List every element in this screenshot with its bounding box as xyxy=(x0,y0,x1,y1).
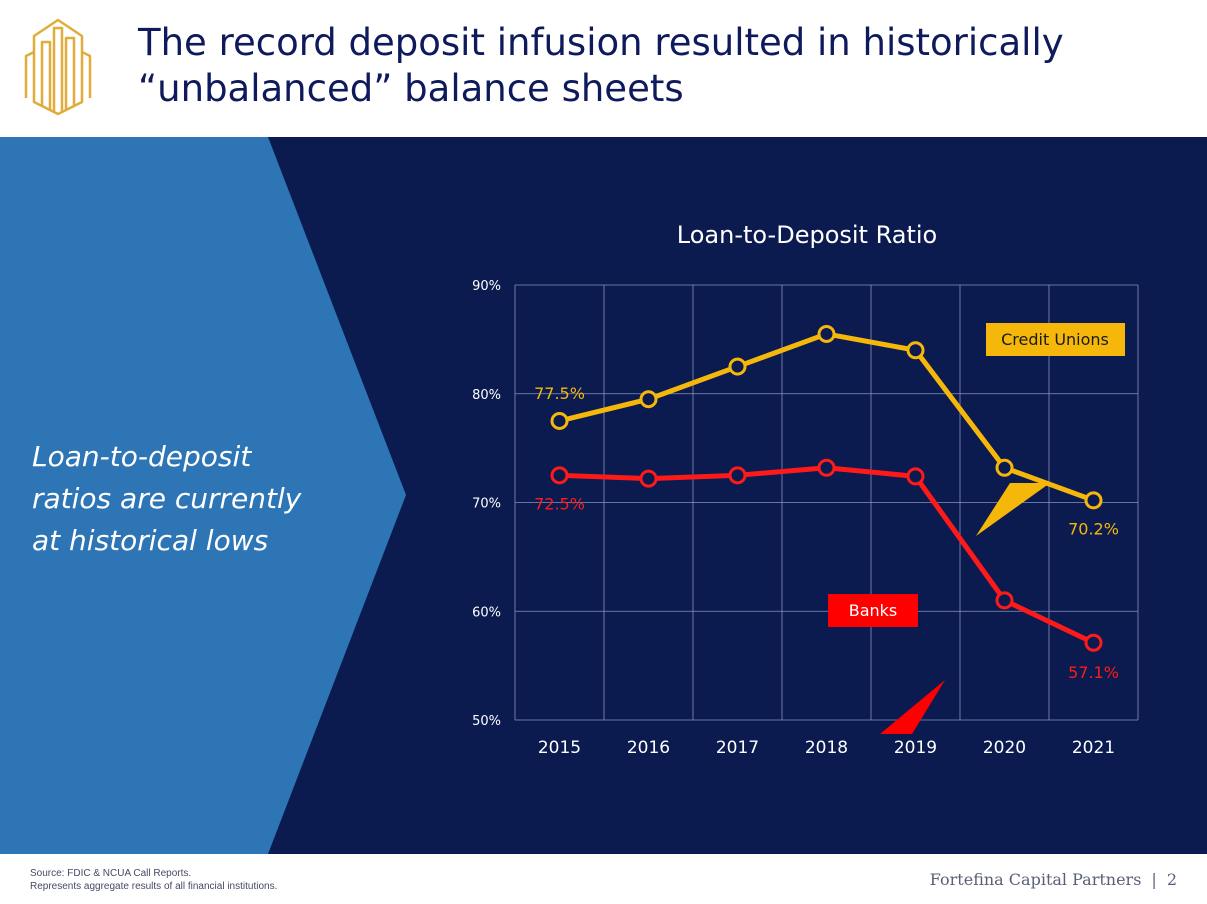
credit-unions-callout-label: Credit Unions xyxy=(1001,330,1109,349)
y-tick-label: 80% xyxy=(472,388,501,403)
banks-callout-pointer xyxy=(880,680,945,734)
data-label: 57.1% xyxy=(1068,663,1119,682)
source-note: Source: FDIC & NCUA Call Reports. Repres… xyxy=(30,867,277,893)
building-skyline-icon xyxy=(24,18,92,116)
callout-text: Loan-to-deposit ratios are currently at … xyxy=(32,436,362,562)
y-tick-label: 50% xyxy=(472,714,501,729)
data-point xyxy=(995,458,1014,477)
y-tick-label: 90% xyxy=(472,279,501,294)
data-point xyxy=(1084,633,1103,652)
series-callouts: Credit Unions Banks xyxy=(828,323,1125,734)
page-title: The record deposit infusion resulted in … xyxy=(138,20,1178,112)
x-tick-label: 2020 xyxy=(983,738,1026,758)
data-point xyxy=(906,341,925,360)
data-label: 77.5% xyxy=(534,384,585,403)
slide-header: The record deposit infusion resulted in … xyxy=(0,0,1207,137)
data-point xyxy=(728,466,747,485)
chart-title: Loan-to-Deposit Ratio xyxy=(677,221,937,249)
credit-unions-callout-pointer xyxy=(976,483,1050,536)
data-point xyxy=(728,357,747,376)
data-point xyxy=(1084,491,1103,510)
x-tick-label: 2016 xyxy=(627,738,670,758)
chart-series: 77.5% 70.2% 72.5% 57.1% xyxy=(534,324,1119,682)
callout-line-2: ratios are currently xyxy=(32,482,302,515)
data-point xyxy=(550,411,569,430)
x-tick-label: 2015 xyxy=(538,738,581,758)
chart-grid xyxy=(514,284,1139,721)
source-line-2: Represents aggregate results of all fina… xyxy=(30,881,278,892)
x-tick-label: 2019 xyxy=(894,738,937,758)
y-tick-label: 70% xyxy=(472,497,501,512)
x-tick-label: 2021 xyxy=(1072,738,1115,758)
data-point xyxy=(906,467,925,486)
title-line-2: “unbalanced” balance sheets xyxy=(138,67,684,110)
banks-callout-box xyxy=(828,594,918,627)
chart-axes: 50% 60% 70% 80% 90% 2015 2016 2017 2018 2019 2020 2… xyxy=(472,279,1115,758)
data-point xyxy=(817,324,836,343)
data-label: 70.2% xyxy=(1068,519,1119,538)
loan-to-deposit-chart: Loan-to-Deposit Ratio 50% 60% 70% 80% 90% 201… xyxy=(472,221,1139,758)
page-number: 2 xyxy=(1166,870,1177,889)
brand-name: Fortefina Capital Partners xyxy=(929,870,1142,889)
data-point xyxy=(639,390,658,409)
data-label: 72.5% xyxy=(534,494,585,513)
callout-line-3: at historical lows xyxy=(32,524,269,557)
credit-unions-callout-box xyxy=(986,323,1125,356)
title-line-1: The record deposit infusion resulted in … xyxy=(138,21,1064,64)
data-point xyxy=(550,466,569,485)
data-point xyxy=(817,458,836,477)
data-point xyxy=(639,469,658,488)
content-band: Loan-to-deposit ratios are currently at … xyxy=(0,137,1207,854)
source-line-1: Source: FDIC & NCUA Call Reports. xyxy=(30,868,192,879)
data-point xyxy=(995,591,1014,610)
slide-footer: Source: FDIC & NCUA Call Reports. Repres… xyxy=(0,854,1207,904)
x-tick-label: 2018 xyxy=(805,738,848,758)
y-tick-label: 60% xyxy=(472,605,501,620)
banks-callout-label: Banks xyxy=(849,601,898,620)
blue-chevron-panel xyxy=(0,137,406,854)
footer-separator: | xyxy=(1151,870,1157,889)
x-tick-label: 2017 xyxy=(716,738,759,758)
footer-brand: Fortefina Capital Partners | 2 xyxy=(930,870,1177,889)
callout-line-1: Loan-to-deposit xyxy=(32,440,252,473)
